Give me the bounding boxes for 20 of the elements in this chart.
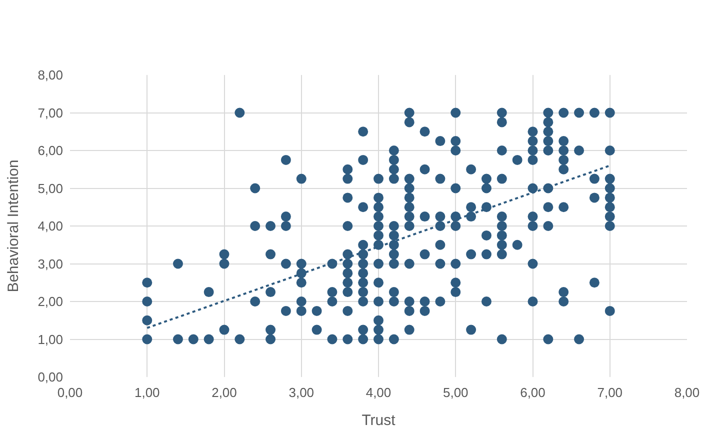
x-tick-label: 0,00 (57, 385, 83, 400)
y-tick-label: 5,00 (38, 180, 63, 196)
y-tick-label: 3,00 (38, 256, 63, 272)
y-tick-label: 6,00 (38, 143, 63, 158)
x-axis-title: Trust (362, 412, 396, 429)
x-tick-label: 4,00 (366, 385, 392, 400)
x-tick-label: 8,00 (674, 385, 700, 400)
x-tick-label: 1,00 (134, 385, 160, 400)
y-axis-title: Behavioral Intention (4, 160, 22, 292)
y-tick-label: 2,00 (38, 294, 63, 310)
y-tick-label: 8,00 (38, 68, 63, 83)
y-tick-label: 7,00 (38, 105, 63, 120)
y-tick-label: 4,00 (38, 218, 63, 234)
x-tick-label: 7,00 (597, 385, 623, 400)
x-tick-label: 2,00 (212, 385, 237, 400)
x-tick-label: 3,00 (288, 385, 314, 400)
x-tick-label: 5,00 (442, 385, 468, 400)
y-tick-label: 1,00 (38, 332, 63, 347)
y-tick-label: 0,00 (38, 370, 63, 385)
x-tick-label: 6,00 (520, 385, 546, 400)
